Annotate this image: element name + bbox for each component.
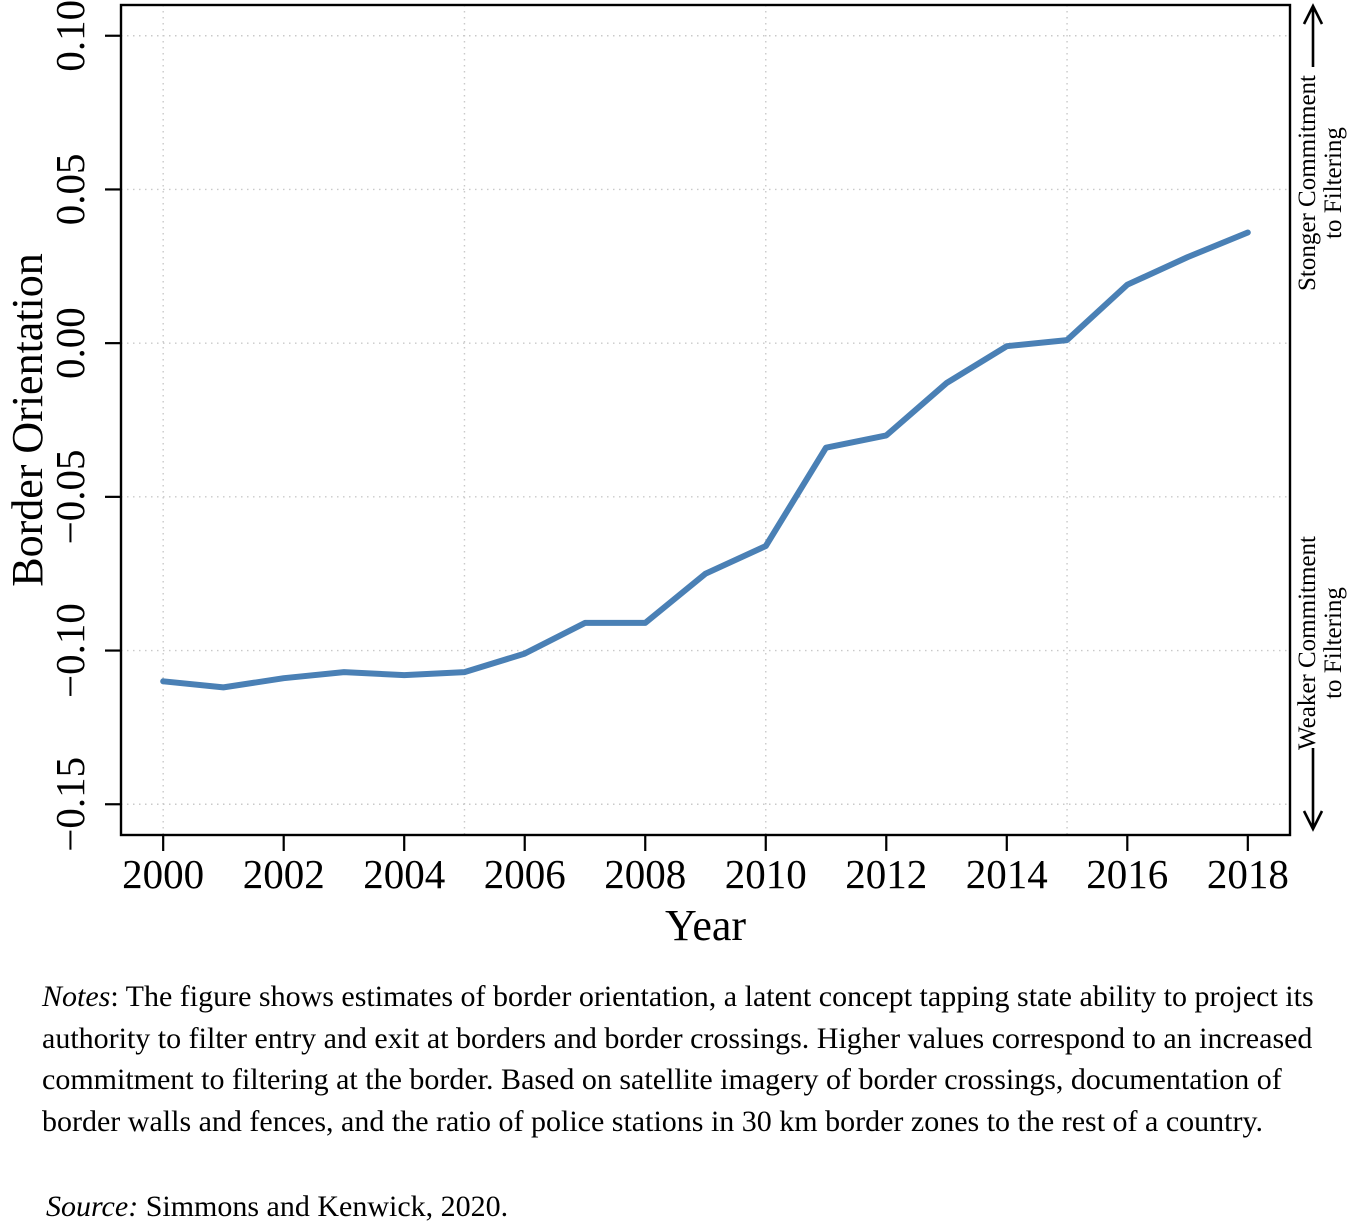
right-annotation-bottom: Weaker Commitment to Filtering [1294,536,1347,750]
y-tick-label: −0.15 [47,757,93,852]
right-annotation-top-line2: to Filtering [1320,127,1347,239]
right-annotation-bottom-line2: to Filtering [1320,587,1347,699]
figure-notes: Notes: The figure shows estimates of bor… [42,976,1334,1142]
figure-source: Source: Simmons and Kenwick, 2020. [46,1190,508,1224]
x-tick-label: 2002 [243,851,325,897]
y-tick-label: −0.10 [47,603,93,698]
x-tick-label: 2008 [604,851,686,897]
x-tick-label: 2000 [122,851,204,897]
x-tick-label: 2018 [1207,851,1289,897]
notes-text: : The figure shows estimates of border o… [42,980,1314,1138]
up-arrow-icon [1302,3,1324,67]
right-annotation-bottom-line1: Weaker Commitment [1294,536,1321,750]
down-arrow-icon [1302,748,1324,832]
y-axis-title: Border Orientation [3,253,52,587]
source-label: Source: [46,1190,139,1223]
plot-border [119,3,1292,837]
right-annotation-top: Stonger Commitment to Filtering [1294,75,1347,291]
x-tick-label: 2014 [966,851,1048,897]
source-text: Simmons and Kenwick, 2020. [138,1190,509,1223]
right-annotation-top-line1: Stonger Commitment [1294,75,1321,291]
x-tick-label: 2006 [484,851,566,897]
y-tick-label: 0.10 [47,0,93,72]
x-axis-title: Year [665,901,746,950]
notes-label: Notes [42,980,111,1013]
x-tick-label: 2016 [1086,851,1168,897]
border-orientation-line [160,229,1251,691]
x-tick-label: 2010 [725,851,807,897]
x-tick-label: 2004 [363,851,445,897]
y-tick-label: −0.05 [47,449,93,544]
chart-svg: 2000 2002 2004 2006 2008 2010 2012 2014 2016 2018… [3,0,1347,950]
y-tick-label: 0.00 [47,307,93,379]
y-tick-label: 0.05 [47,154,93,226]
x-tick-label: 2012 [845,851,927,897]
